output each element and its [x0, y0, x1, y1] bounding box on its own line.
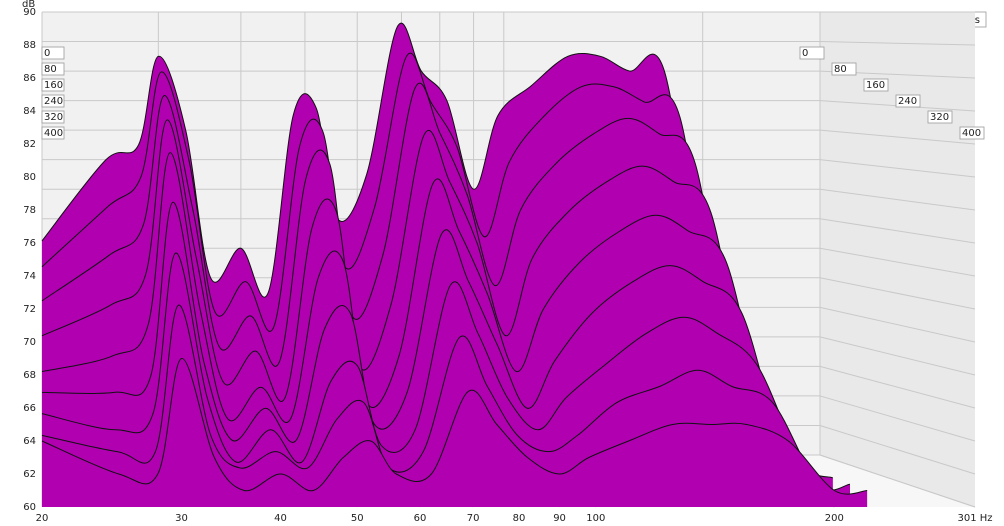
- y-tick-label: 68: [23, 370, 36, 381]
- time-tick-label: 240: [44, 96, 63, 107]
- y-tick-label: 64: [23, 436, 36, 447]
- grid-line: [819, 424, 976, 475]
- time-tick-box: [41, 94, 65, 108]
- time-tick-label: 320: [930, 112, 949, 123]
- x-tick-label: 20: [36, 513, 49, 524]
- grid-line: [819, 395, 976, 442]
- time-tick-box: [895, 94, 921, 108]
- grid-line: [819, 129, 976, 145]
- y-tick-label: 74: [23, 271, 36, 282]
- y-tick-label: 60: [23, 502, 36, 513]
- x-tick-label: 200: [825, 513, 844, 524]
- y-tick-label: 70: [23, 337, 36, 348]
- grid-line: [819, 336, 976, 376]
- time-tick-box: [959, 126, 985, 140]
- x-tick-label: 90: [553, 513, 566, 524]
- slice-fill: [42, 358, 868, 507]
- grid-line: [819, 454, 976, 508]
- time-tick-box: [831, 62, 857, 76]
- slice-line: [41, 152, 799, 466]
- x-tick-label: 70: [467, 513, 480, 524]
- time-tick-label: 160: [44, 80, 63, 91]
- y-tick-label: 80: [23, 172, 36, 183]
- time-tick-box: [41, 78, 65, 92]
- time-tick-label: 320: [44, 112, 63, 123]
- y-tick-label: 78: [23, 205, 36, 216]
- time-tick-label: 400: [962, 128, 981, 139]
- time-tick-box: [863, 78, 889, 92]
- slice-line: [41, 252, 834, 479]
- y-tick-label: 66: [23, 403, 36, 414]
- time-tick-label: 80: [44, 64, 57, 75]
- grid-line: [819, 159, 976, 178]
- x-tick-label: 50: [351, 513, 364, 524]
- time-tick-label: 80: [834, 64, 847, 75]
- y-tick-label: 86: [23, 73, 36, 84]
- time-tick-label: 0: [44, 48, 50, 59]
- y-tick-label: 88: [23, 40, 36, 51]
- slice-line: [41, 22, 731, 397]
- slice-line: [41, 52, 748, 417]
- slice-line: [41, 304, 851, 491]
- time-tick-box: [41, 62, 65, 76]
- y-tick-label: 76: [23, 238, 36, 249]
- grid-line: [819, 306, 976, 343]
- y-tick-label: 82: [23, 139, 36, 150]
- grid-line: [819, 218, 976, 244]
- x-tick-label: 100: [586, 513, 605, 524]
- grid-line: [819, 188, 976, 211]
- right-wall: [820, 12, 975, 507]
- x-tick-label: 30: [175, 513, 188, 524]
- x-tick-label: 301 Hz: [957, 513, 992, 524]
- time-tick-label: 160: [866, 80, 885, 91]
- time-tick-label: 240: [898, 96, 917, 107]
- time-tick-box: [927, 110, 953, 124]
- slice-line: [41, 357, 868, 495]
- time-tick-box: [799, 46, 825, 60]
- x-tick-label: 40: [274, 513, 287, 524]
- grid-line: [819, 41, 976, 46]
- time-tick-box: [41, 126, 65, 140]
- x-tick-label: 60: [414, 513, 427, 524]
- time-tick-box: [41, 46, 65, 60]
- y-tick-label: 90: [23, 7, 36, 18]
- grid-line: [819, 247, 976, 277]
- grid-line: [819, 277, 976, 310]
- slice-line: [41, 82, 765, 438]
- time-tick-label: 0: [802, 48, 808, 59]
- y-tick-label: 62: [23, 469, 36, 480]
- slice-line: [41, 201, 816, 474]
- y-tick-label: 72: [23, 304, 36, 315]
- x-tick-label: 80: [513, 513, 526, 524]
- y-tick-label: 84: [23, 106, 36, 117]
- time-tick-label: 400: [44, 128, 63, 139]
- grid-line: [819, 365, 976, 409]
- time-tick-box: [41, 110, 65, 124]
- y-axis-label: dB: [22, 0, 35, 10]
- slice-line: [41, 119, 782, 445]
